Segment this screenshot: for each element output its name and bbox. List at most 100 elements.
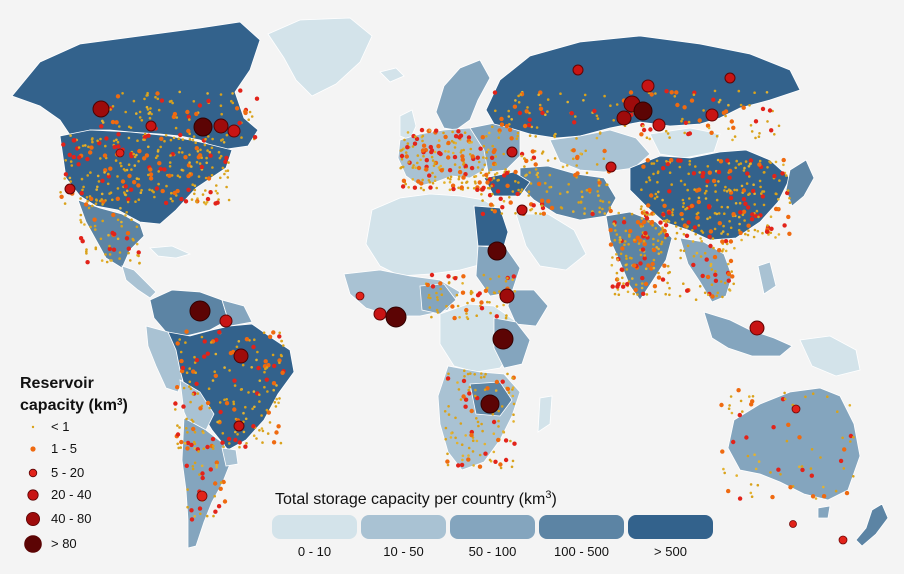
reservoir-dot [222,446,225,449]
reservoir-dot [480,306,484,310]
reservoir-dot [190,388,193,391]
reservoir-dot [210,341,213,344]
reservoir-dot [111,213,115,217]
reservoir-dot [735,474,738,477]
reservoir-marker [386,307,406,327]
reservoir-dot [671,214,674,217]
reservoir-dot [469,153,472,156]
reservoir-dot [709,131,713,135]
reservoir-dot [198,506,202,510]
reservoir-dot [70,160,73,163]
reservoir-dot [748,395,751,398]
reservoir-dot [754,229,757,232]
reservoir-dot [712,179,716,183]
reservoir-dot [542,150,545,153]
reservoir-legend-swatch [26,512,39,525]
reservoir-dot [472,464,475,467]
reservoir-dot [640,254,643,257]
reservoir-dot [700,240,703,243]
reservoir-dot [719,159,723,163]
reservoir-dot [184,341,187,344]
reservoir-dot [711,98,715,102]
reservoir-legend-label: 1 - 5 [51,441,77,456]
reservoir-dot [495,389,498,392]
reservoir-dot [430,148,434,152]
reservoir-dot [140,191,143,194]
reservoir-dot [728,404,731,407]
reservoir-dot [618,293,621,296]
reservoir-dot [725,250,728,253]
reservoir-dot [743,169,746,172]
reservoir-dot [250,366,253,369]
reservoir-dot [125,236,129,240]
reservoir-dot [193,441,196,444]
reservoir-dot [414,135,417,138]
reservoir-dot [759,160,762,163]
reservoir-dot [164,201,168,205]
reservoir-dot [119,251,122,254]
reservoir-dot [581,190,584,193]
reservoir-dot [674,90,678,94]
reservoir-marker [214,119,228,133]
reservoir-dot [707,235,711,239]
reservoir-dot [185,427,188,430]
reservoir-dot [145,94,148,97]
reservoir-dot [775,161,778,164]
reservoir-dot [750,217,754,221]
reservoir-dot [462,379,466,383]
reservoir-dot [79,197,82,200]
reservoir-dot [537,94,540,97]
reservoir-dot [173,137,176,140]
reservoir-dot [233,438,237,442]
reservoir-dot [648,127,652,131]
reservoir-dot [633,293,636,296]
reservoir-dot [687,245,690,248]
reservoir-dot [89,145,93,149]
reservoir-dot [679,228,682,231]
reservoir-dot [211,174,214,177]
reservoir-dot [236,346,239,349]
reservoir-marker [190,301,210,321]
reservoir-dot [494,155,497,158]
reservoir-dot [280,354,283,357]
reservoir-dot [94,225,97,228]
reservoir-dot [253,434,256,437]
reservoir-dot [732,283,735,286]
reservoir-dot [223,160,227,164]
reservoir-dot [774,236,777,239]
reservoir-dot [139,111,142,114]
reservoir-dot [271,330,275,334]
reservoir-dot [528,190,531,193]
reservoir-dot [207,176,211,180]
reservoir-dot [511,278,514,281]
reservoir-dot [428,185,432,189]
reservoir-dot [451,140,454,143]
reservoir-dot [629,257,632,260]
reservoir-dot [457,187,460,190]
reservoir-dot [456,294,459,297]
reservoir-dot [134,200,137,203]
reservoir-dot [513,403,516,406]
reservoir-dot [603,157,606,160]
reservoir-dot [742,214,745,217]
reservoir-dot [124,184,128,188]
reservoir-dot [625,264,628,267]
reservoir-dot [537,172,540,175]
reservoir-dot [461,175,465,179]
reservoir-dot [447,405,450,408]
reservoir-dot [189,401,192,404]
reservoir-dot [488,172,491,175]
reservoir-dot [136,226,139,229]
reservoir-dot [206,92,209,95]
reservoir-dot [471,298,475,302]
reservoir-dot [436,144,440,148]
reservoir-dot [444,410,447,413]
reservoir-dot [188,154,191,157]
reservoir-dot [277,402,280,405]
reservoir-dot [174,408,177,411]
reservoir-dot [219,487,223,491]
reservoir-dot [197,450,200,453]
reservoir-dot [527,123,531,127]
reservoir-dot [436,296,439,299]
reservoir-dot [467,454,470,457]
